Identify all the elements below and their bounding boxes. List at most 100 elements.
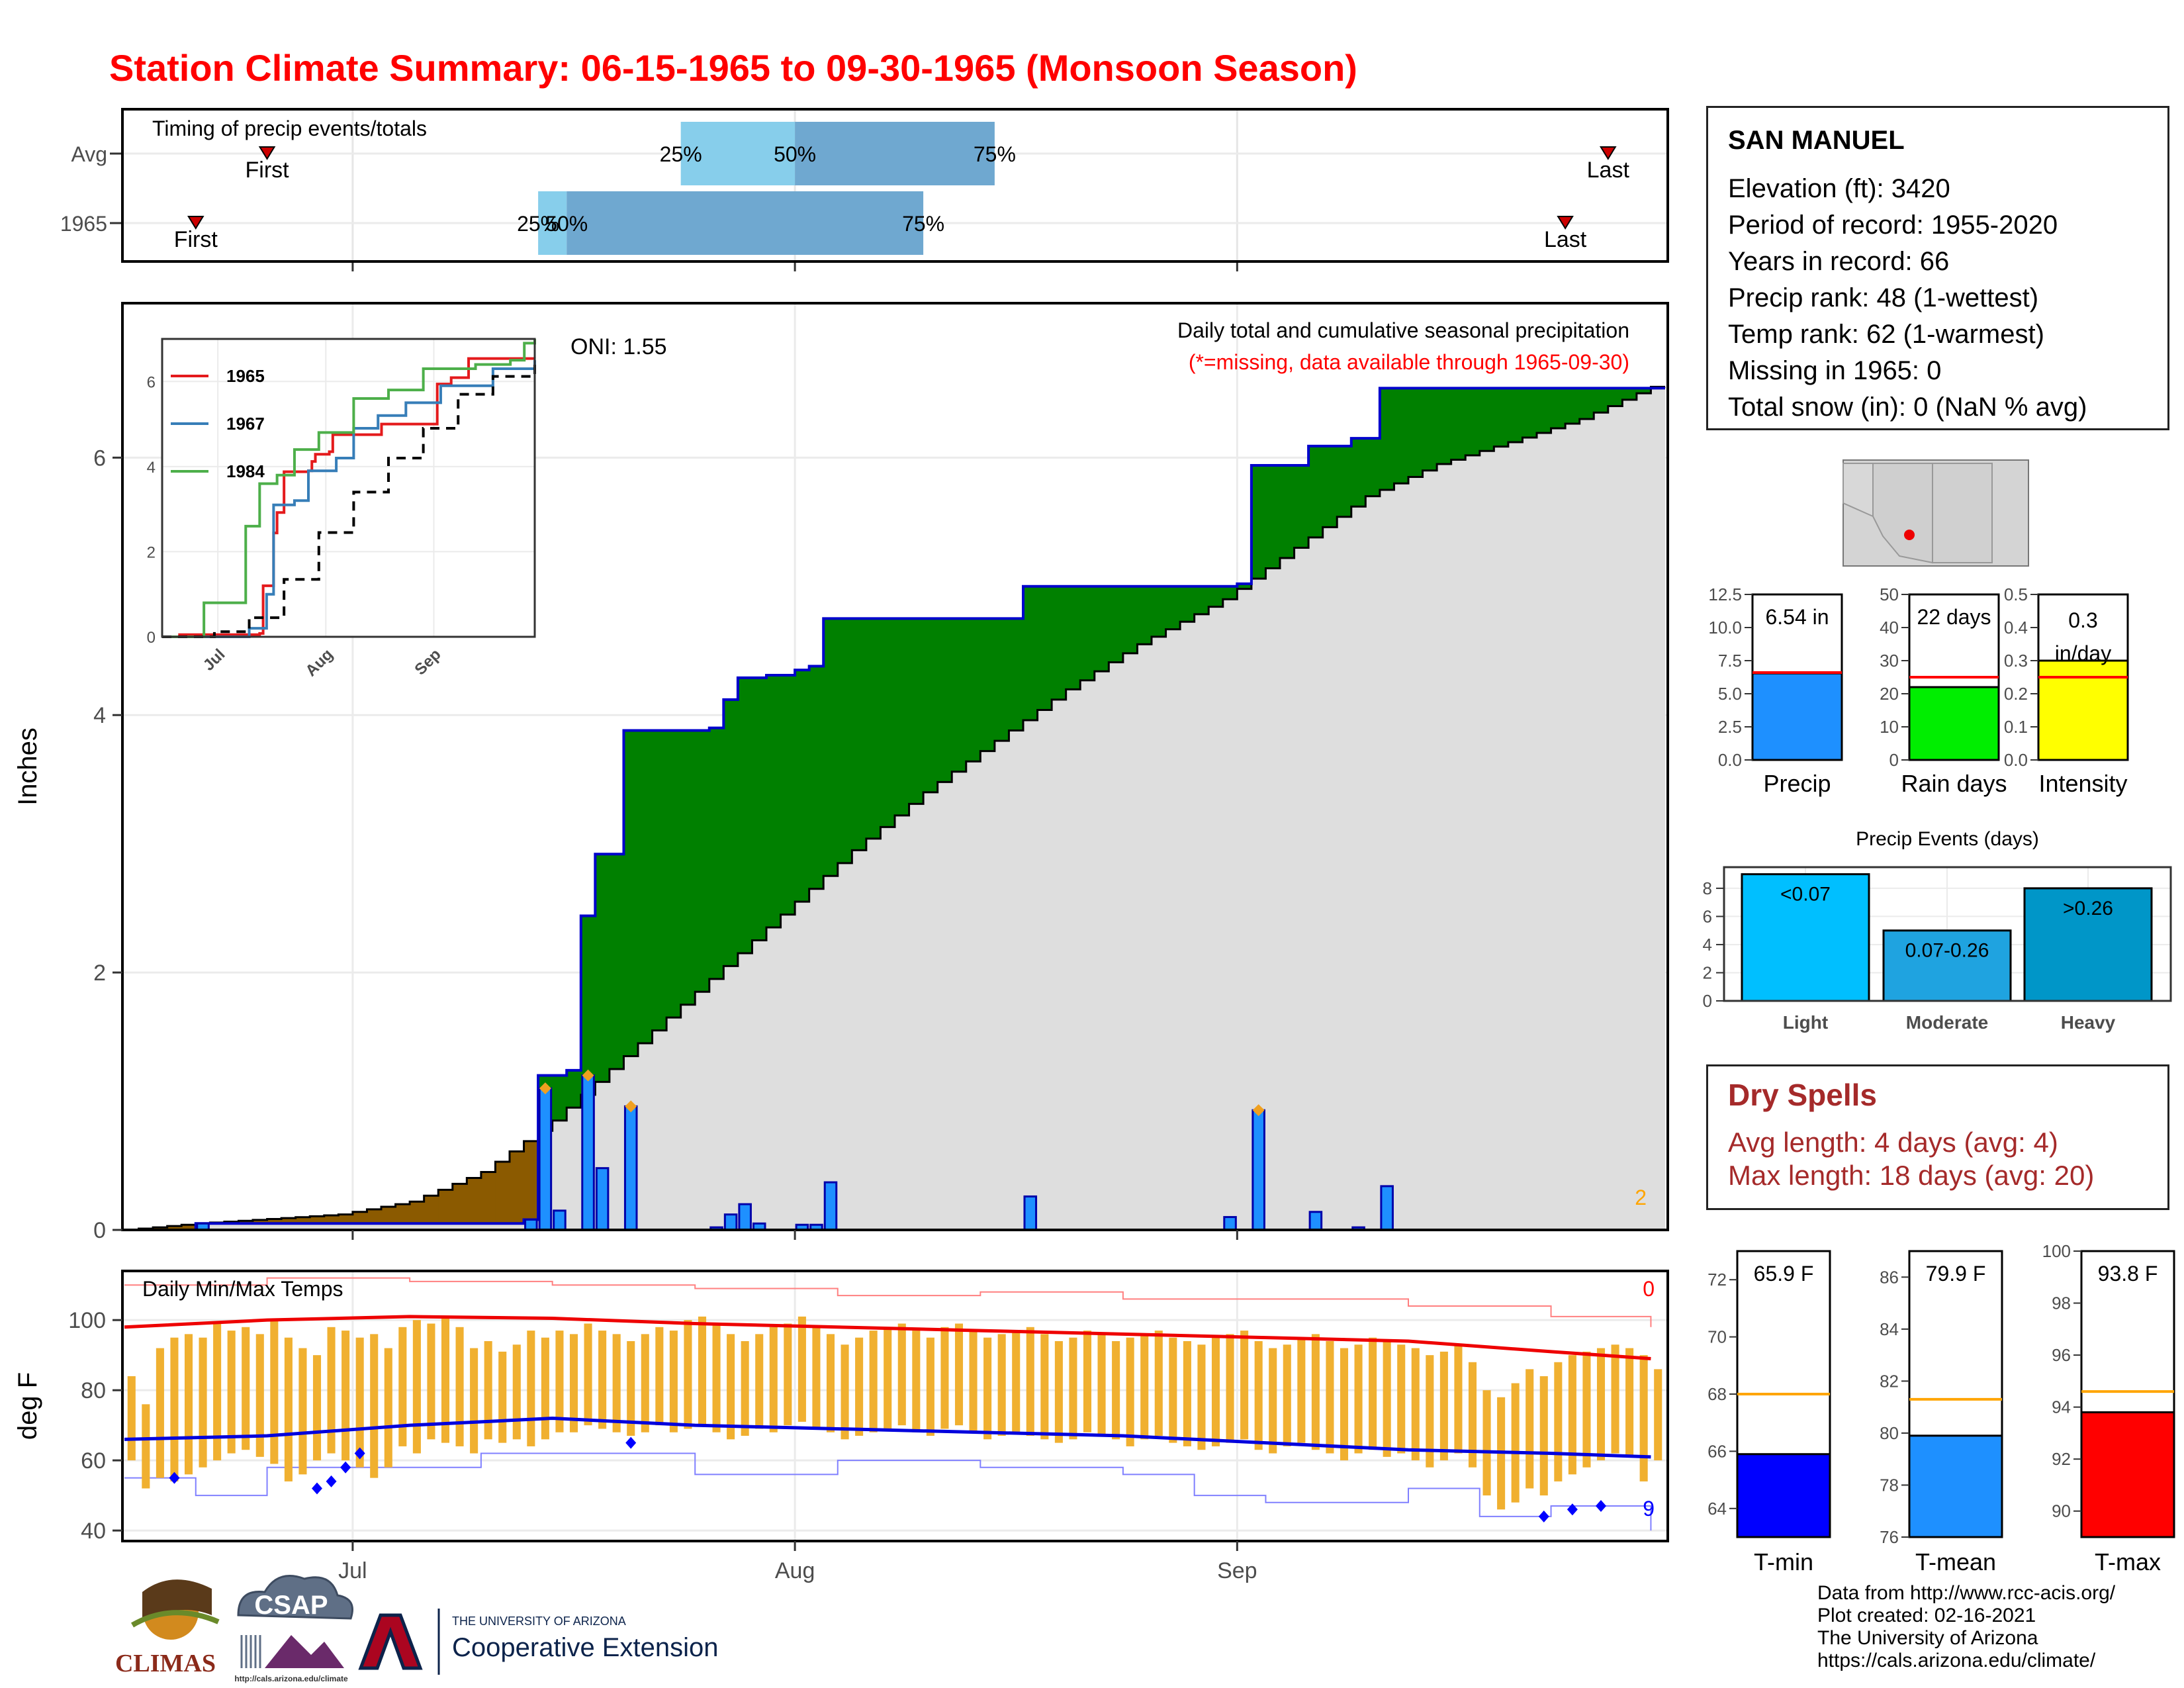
event-category-label: Heavy: [2061, 1012, 2116, 1033]
surplus-area: [1009, 618, 1024, 731]
daily-temp-bar: [555, 1331, 564, 1432]
y-tick-label: 76: [1880, 1527, 1899, 1547]
daily-temp-bar: [784, 1323, 792, 1426]
y-axis-label: Inches: [13, 727, 42, 806]
y-tick-label: 0.1: [2004, 717, 2028, 737]
surplus-area: [1023, 586, 1038, 720]
surplus-area: [1622, 388, 1637, 400]
timing-label-50: 50%: [774, 142, 816, 166]
daily-temp-bar: [227, 1331, 236, 1454]
event-category-label: Moderate: [1906, 1012, 1988, 1033]
deficit-area: [253, 1219, 268, 1224]
event-bar-label: <0.07: [1780, 884, 1831, 906]
daily-temp-bar: [1639, 1355, 1648, 1481]
record-low-marker: [1538, 1510, 1549, 1523]
surplus-area: [1180, 586, 1195, 622]
daily-precip-bar: [1023, 1195, 1038, 1231]
daily-temp-bar: [184, 1334, 193, 1475]
daily-temp-bar: [755, 1334, 764, 1429]
daily-temp-bar: [584, 1323, 592, 1426]
surplus-area: [1109, 586, 1124, 663]
surplus-area: [895, 618, 910, 816]
daily-temp-bar: [1625, 1348, 1634, 1457]
inset-series-line: [162, 357, 536, 638]
record-low-marker: [340, 1461, 351, 1474]
y-tick-label: 0: [93, 1218, 106, 1243]
deficit-area: [395, 1204, 410, 1224]
temp-frame: [121, 1270, 1669, 1542]
deficit-area: [181, 1225, 197, 1230]
daily-precip-bar: [1308, 1211, 1323, 1231]
y-tick-label: 0: [1889, 750, 1899, 770]
footer-line: Data from http://www.rcc-acis.org/: [1817, 1582, 2116, 1604]
deficit-area: [238, 1221, 253, 1224]
daily-temp-bar: [1297, 1337, 1306, 1443]
surplus-area: [809, 666, 824, 889]
daily-temp-bar: [1369, 1337, 1377, 1450]
footer-line: https://cals.arizona.edu/climate/: [1817, 1650, 2096, 1671]
average-cumulative-line: [124, 385, 1665, 1231]
deficit-area: [510, 1151, 525, 1224]
daily-temp-bar: [826, 1334, 835, 1432]
station-location-dot: [1904, 530, 1915, 540]
daily-precip-bar: [524, 1218, 538, 1231]
temp-value-label: 65.9 F: [1754, 1262, 1814, 1286]
daily-temp-bar: [412, 1320, 421, 1454]
daily-temp-bar: [1482, 1390, 1491, 1496]
last-label: Last: [1587, 158, 1630, 183]
events-title: Precip Events (days): [1856, 828, 2039, 850]
y-tick-label: 2: [1703, 962, 1712, 982]
surplus-area: [737, 677, 753, 953]
y-tick-label: 96: [2052, 1345, 2071, 1365]
last-marker: [1599, 146, 1617, 160]
surplus-area: [1379, 388, 1395, 490]
y-tick-label: 60: [81, 1448, 106, 1474]
daily-temp-bar: [199, 1337, 207, 1468]
dry-spells-avg: Avg length: 4 days (avg: 4): [1728, 1127, 2058, 1158]
deficit-area: [381, 1207, 396, 1224]
y-tick-label: 82: [1880, 1371, 1899, 1391]
daily-precip-bar: [553, 1209, 567, 1231]
daily-temp-bar: [298, 1348, 307, 1475]
footer-line: The University of Arizona: [1817, 1627, 2038, 1649]
surplus-area: [1194, 586, 1209, 614]
surplus-area: [666, 730, 682, 1018]
surplus-area: [752, 677, 767, 941]
y-tick-label: 92: [2052, 1449, 2071, 1469]
avg-min-line: [124, 1417, 1651, 1459]
timing-label-25: 25%: [660, 142, 702, 166]
season-value-label: 6.54 in: [1765, 605, 1829, 629]
surplus-area: [1608, 388, 1623, 406]
surplus-area: [595, 854, 610, 1082]
daily-precip-bar: [595, 1167, 610, 1231]
temp-value-bar: [2080, 1411, 2175, 1538]
y-tick-label: 20: [1880, 684, 1899, 704]
record-low-marker: [1596, 1500, 1606, 1513]
ua-block-a-icon: [358, 1613, 423, 1670]
deficit-area: [352, 1211, 368, 1224]
surplus-area: [638, 730, 653, 1044]
x-tick-label: Sep: [1217, 1558, 1257, 1583]
y-tick-label: 90: [2052, 1501, 2071, 1521]
daily-temp-bar: [655, 1327, 664, 1426]
daily-temp-bar: [1383, 1340, 1391, 1457]
y-tick-label: 0.0: [1718, 750, 1742, 770]
y-tick-label: 10.0: [1708, 618, 1742, 637]
daily-temp-bar: [926, 1337, 934, 1436]
corner-count: 2: [1635, 1186, 1647, 1209]
last-marker: [1557, 216, 1574, 230]
timing-bar-50-75: [567, 191, 924, 255]
deficit-area: [452, 1184, 467, 1224]
avg-max-line: [124, 1315, 1651, 1360]
daily-temp-bar: [327, 1327, 336, 1454]
daily-temp-bar: [612, 1334, 621, 1432]
timing-title: Timing of precip events/totals: [152, 117, 427, 140]
y-tick-label: 30: [1880, 651, 1899, 671]
daily-temp-bar: [1097, 1334, 1106, 1436]
daily-temp-bar: [698, 1316, 707, 1426]
season-panel-name: Precip: [1763, 770, 1831, 797]
daily-temp-bar: [841, 1344, 849, 1440]
surplus-area: [1066, 586, 1081, 690]
daily-temp-bar: [712, 1323, 721, 1432]
